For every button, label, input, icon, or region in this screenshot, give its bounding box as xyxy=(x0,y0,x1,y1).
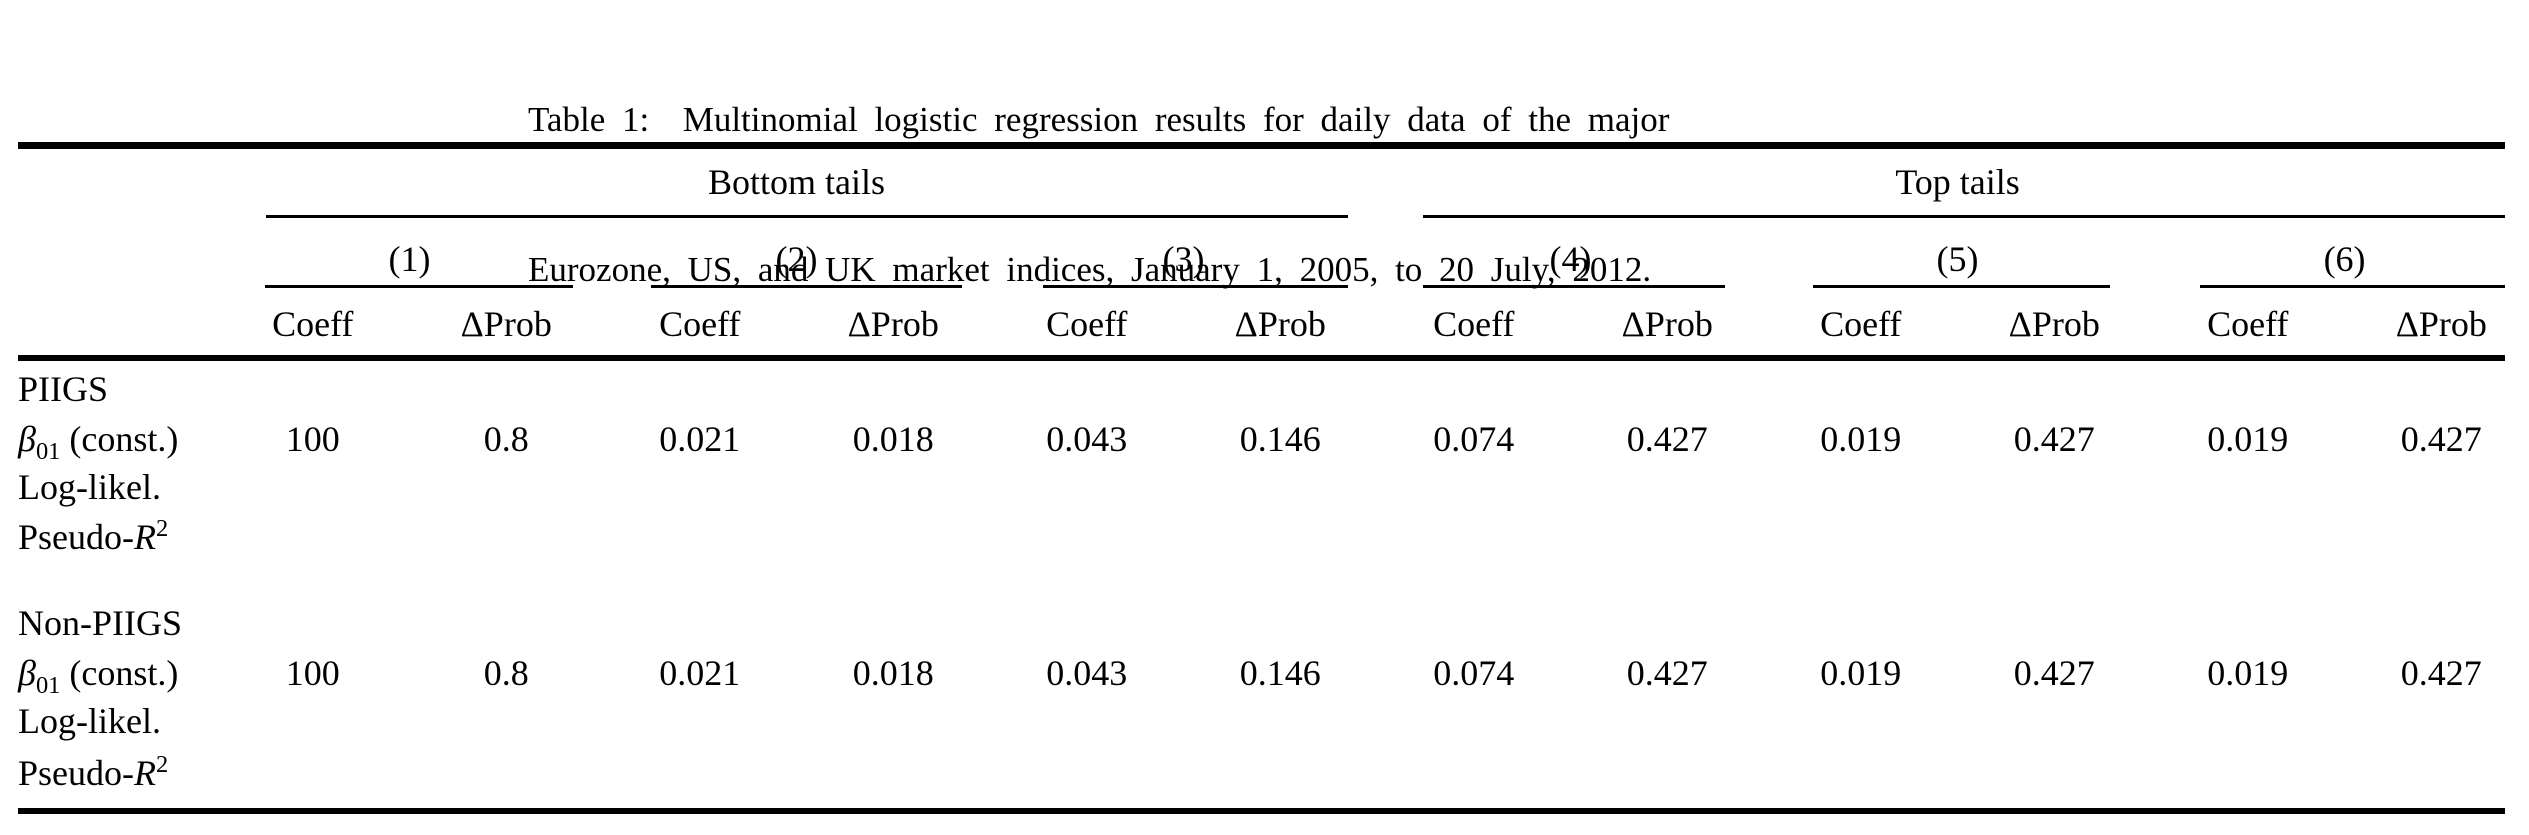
dprob-header: ΔProb xyxy=(2395,304,2487,345)
top-tails-cmidrule xyxy=(1423,215,2505,218)
row-label-beta01-const: β01 (const.) xyxy=(18,409,216,464)
results-table: Bottom tails Top tails (1) (2) (3) (4) (… xyxy=(18,142,2529,793)
model-3-cmidrule xyxy=(1043,285,1348,288)
coeff-header: Coeff xyxy=(1433,304,1515,345)
column-header-row: Coeff ΔProb Coeff ΔProb Coeff ΔProb Coef… xyxy=(18,288,2529,361)
value-cell: 0.427 xyxy=(2013,419,2095,460)
r-symbol: R xyxy=(134,753,156,794)
const-label: (const.) xyxy=(60,653,179,694)
coeff-header: Coeff xyxy=(1046,304,1128,345)
row-label-pseudo-r2: Pseudo-R2 xyxy=(18,507,2529,557)
value-cell: 0.074 xyxy=(1433,653,1515,694)
model-header-row: (1) (2) (3) (4) (5) (6) xyxy=(18,218,2529,288)
coeff-header: Coeff xyxy=(2207,304,2289,345)
value-cell: 0.427 xyxy=(1626,653,1708,694)
table-row: Log-likel. xyxy=(18,459,2529,507)
bottom-tails-cmidrule xyxy=(266,215,1348,218)
stub-cell xyxy=(18,218,216,288)
model-header-1: (1) xyxy=(388,239,431,280)
model-4-cmidrule xyxy=(1423,285,1725,288)
value-cell: 0.427 xyxy=(2400,653,2482,694)
value-cell: 0.021 xyxy=(659,653,741,694)
coeff-header: Coeff xyxy=(659,304,741,345)
table-caption-line2: Eurozone, US, and UK market indices, Jan… xyxy=(528,250,1652,289)
dprob-header: ΔProb xyxy=(1621,304,1713,345)
value-cell: 0.146 xyxy=(1239,419,1321,460)
value-cell: 0.018 xyxy=(852,419,934,460)
group-header-bottom-tails: Bottom tails xyxy=(708,162,886,203)
model-header-4: (4) xyxy=(1549,239,1592,280)
section-label-piigs: PIIGS xyxy=(18,369,109,410)
r-superscript: 2 xyxy=(156,515,169,543)
table-row: Pseudo-R2 xyxy=(18,741,2529,793)
value-cell: 0.8 xyxy=(483,419,529,460)
model-header-3: (3) xyxy=(1162,239,1205,280)
value-cell: 0.043 xyxy=(1046,419,1128,460)
beta-symbol: β xyxy=(18,419,36,460)
beta-subscript: 01 xyxy=(35,438,61,466)
value-cell: 0.019 xyxy=(2207,419,2289,460)
pseudo-prefix: Pseudo- xyxy=(18,517,134,558)
beta-symbol: β xyxy=(18,653,36,694)
coeff-header: Coeff xyxy=(272,304,354,345)
model-1-cmidrule xyxy=(265,285,573,288)
section-gap-row xyxy=(18,557,2529,595)
value-cell: 0.043 xyxy=(1046,653,1128,694)
section-label-non-piigs: Non-PIIGS xyxy=(18,603,183,644)
group-header-top-tails: Top tails xyxy=(1895,162,2020,203)
value-cell: 0.427 xyxy=(1626,419,1708,460)
value-cell: 0.019 xyxy=(1820,653,1902,694)
value-cell: 0.427 xyxy=(2400,419,2482,460)
value-cell: 0.8 xyxy=(483,653,529,694)
table-row: β01 (const.) 100 0.8 0.021 0.018 0.043 0… xyxy=(18,643,2529,698)
empty-cell xyxy=(18,557,2529,595)
model-2-cmidrule xyxy=(651,285,962,288)
row-label-pseudo-r2: Pseudo-R2 xyxy=(18,741,2529,793)
value-cell: 0.019 xyxy=(1820,419,1902,460)
section-header-row: PIIGS xyxy=(18,361,2529,409)
table-caption-line1: Table 1: Multinomial logistic regression… xyxy=(528,100,1670,139)
value-cell: 0.146 xyxy=(1239,653,1321,694)
model-header-2: (2) xyxy=(775,239,818,280)
dprob-header: ΔProb xyxy=(1234,304,1326,345)
value-cell: 0.074 xyxy=(1433,419,1515,460)
stub-cell xyxy=(18,288,216,361)
table-mid-rule xyxy=(18,355,2505,361)
row-label-log-likel: Log-likel. xyxy=(18,467,161,508)
beta-subscript: 01 xyxy=(35,672,61,700)
value-cell: 0.018 xyxy=(852,653,934,694)
value-cell: 0.021 xyxy=(659,419,741,460)
value-cell: 0.019 xyxy=(2207,653,2289,694)
value-cell: 100 xyxy=(285,419,340,460)
table-row: Log-likel. xyxy=(18,693,2529,741)
table-caption: Table 1: Multinomial logistic regression… xyxy=(528,0,2013,345)
r-superscript: 2 xyxy=(156,751,169,779)
model-header-5: (5) xyxy=(1936,239,1979,280)
pseudo-prefix: Pseudo- xyxy=(18,753,134,794)
coeff-header: Coeff xyxy=(1820,304,1902,345)
section-header-row: Non-PIIGS xyxy=(18,595,2529,643)
value-cell: 100 xyxy=(285,653,340,694)
row-label-log-likel: Log-likel. xyxy=(18,701,161,742)
const-label: (const.) xyxy=(60,419,179,460)
table-bottom-rule xyxy=(18,808,2505,814)
value-cell: 0.427 xyxy=(2013,653,2095,694)
r-symbol: R xyxy=(134,517,156,558)
regression-table: Bottom tails Top tails (1) (2) (3) (4) (… xyxy=(18,142,2529,832)
model-6-cmidrule xyxy=(2200,285,2505,288)
model-5-cmidrule xyxy=(1813,285,2110,288)
table-top-rule xyxy=(18,142,2505,149)
row-label-beta01-const: β01 (const.) xyxy=(18,643,216,698)
table-row: β01 (const.) 100 0.8 0.021 0.018 0.043 0… xyxy=(18,409,2529,464)
table-row: Pseudo-R2 xyxy=(18,507,2529,557)
group-header-row: Bottom tails Top tails xyxy=(18,142,2529,218)
dprob-header: ΔProb xyxy=(460,304,552,345)
dprob-header: ΔProb xyxy=(847,304,939,345)
model-header-6: (6) xyxy=(2323,239,2366,280)
stub-cell xyxy=(18,142,216,218)
dprob-header: ΔProb xyxy=(2008,304,2100,345)
